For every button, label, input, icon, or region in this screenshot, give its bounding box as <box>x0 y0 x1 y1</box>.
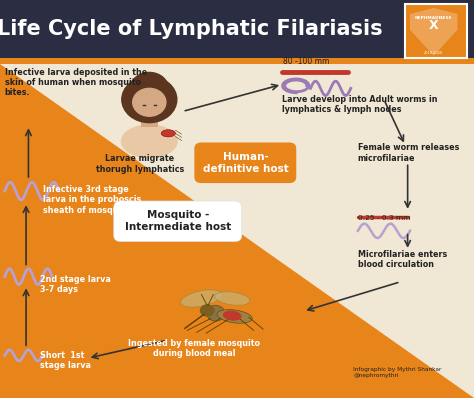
Bar <box>141 109 158 127</box>
Ellipse shape <box>215 292 250 305</box>
Ellipse shape <box>181 290 222 307</box>
Bar <box>0 58 474 64</box>
Text: Short  1st
stage larva: Short 1st stage larva <box>40 351 91 371</box>
Text: Larve develop into Adult worms in
lymphatics & lymph nodes: Larve develop into Adult worms in lympha… <box>282 95 438 114</box>
Text: Human-
definitive host: Human- definitive host <box>203 152 288 174</box>
Ellipse shape <box>207 305 225 321</box>
Text: Ingested by female mosquito
during blood meal: Ingested by female mosquito during blood… <box>128 339 260 359</box>
Ellipse shape <box>121 124 178 158</box>
Ellipse shape <box>223 310 242 321</box>
Text: NEPHMADNESS: NEPHMADNESS <box>415 16 453 20</box>
Bar <box>0 0 474 58</box>
Circle shape <box>130 72 168 104</box>
Text: 0.25 - 0.3 mm: 0.25 - 0.3 mm <box>358 215 410 221</box>
Text: Infective larva deposited in the
skin of human when mosquito
bites.: Infective larva deposited in the skin of… <box>5 68 147 98</box>
Text: X: X <box>429 20 438 32</box>
Text: Infographic by Mythri Shankar
@nephromythri: Infographic by Mythri Shankar @nephromyt… <box>353 367 441 378</box>
Circle shape <box>133 88 166 116</box>
Text: Infective 3rd stage
larva in the proboscis
sheath of mosquito: Infective 3rd stage larva in the probosc… <box>43 185 141 215</box>
Text: 2019-2020: 2019-2020 <box>424 51 443 55</box>
Circle shape <box>127 84 172 123</box>
FancyBboxPatch shape <box>114 201 242 242</box>
Text: Microfilariae enters
blood circulation: Microfilariae enters blood circulation <box>358 250 447 269</box>
Text: 2nd stage larva
3-7 days: 2nd stage larva 3-7 days <box>40 275 111 294</box>
FancyBboxPatch shape <box>194 142 296 183</box>
FancyBboxPatch shape <box>405 4 467 58</box>
Text: Larvae migrate
thorugh lymphatics: Larvae migrate thorugh lymphatics <box>96 154 184 174</box>
Circle shape <box>122 76 177 123</box>
Ellipse shape <box>217 310 252 323</box>
Text: Life Cycle of Lymphatic Filariasis: Life Cycle of Lymphatic Filariasis <box>0 19 383 39</box>
Text: Female worm releases
microfilariae: Female worm releases microfilariae <box>358 143 459 163</box>
Bar <box>0 64 474 398</box>
Text: Mosquito -
Intermediate host: Mosquito - Intermediate host <box>125 211 231 232</box>
Ellipse shape <box>161 130 175 137</box>
Circle shape <box>201 305 214 316</box>
Text: 80 -100 mm: 80 -100 mm <box>283 57 329 66</box>
Polygon shape <box>410 8 457 56</box>
Polygon shape <box>0 64 474 398</box>
